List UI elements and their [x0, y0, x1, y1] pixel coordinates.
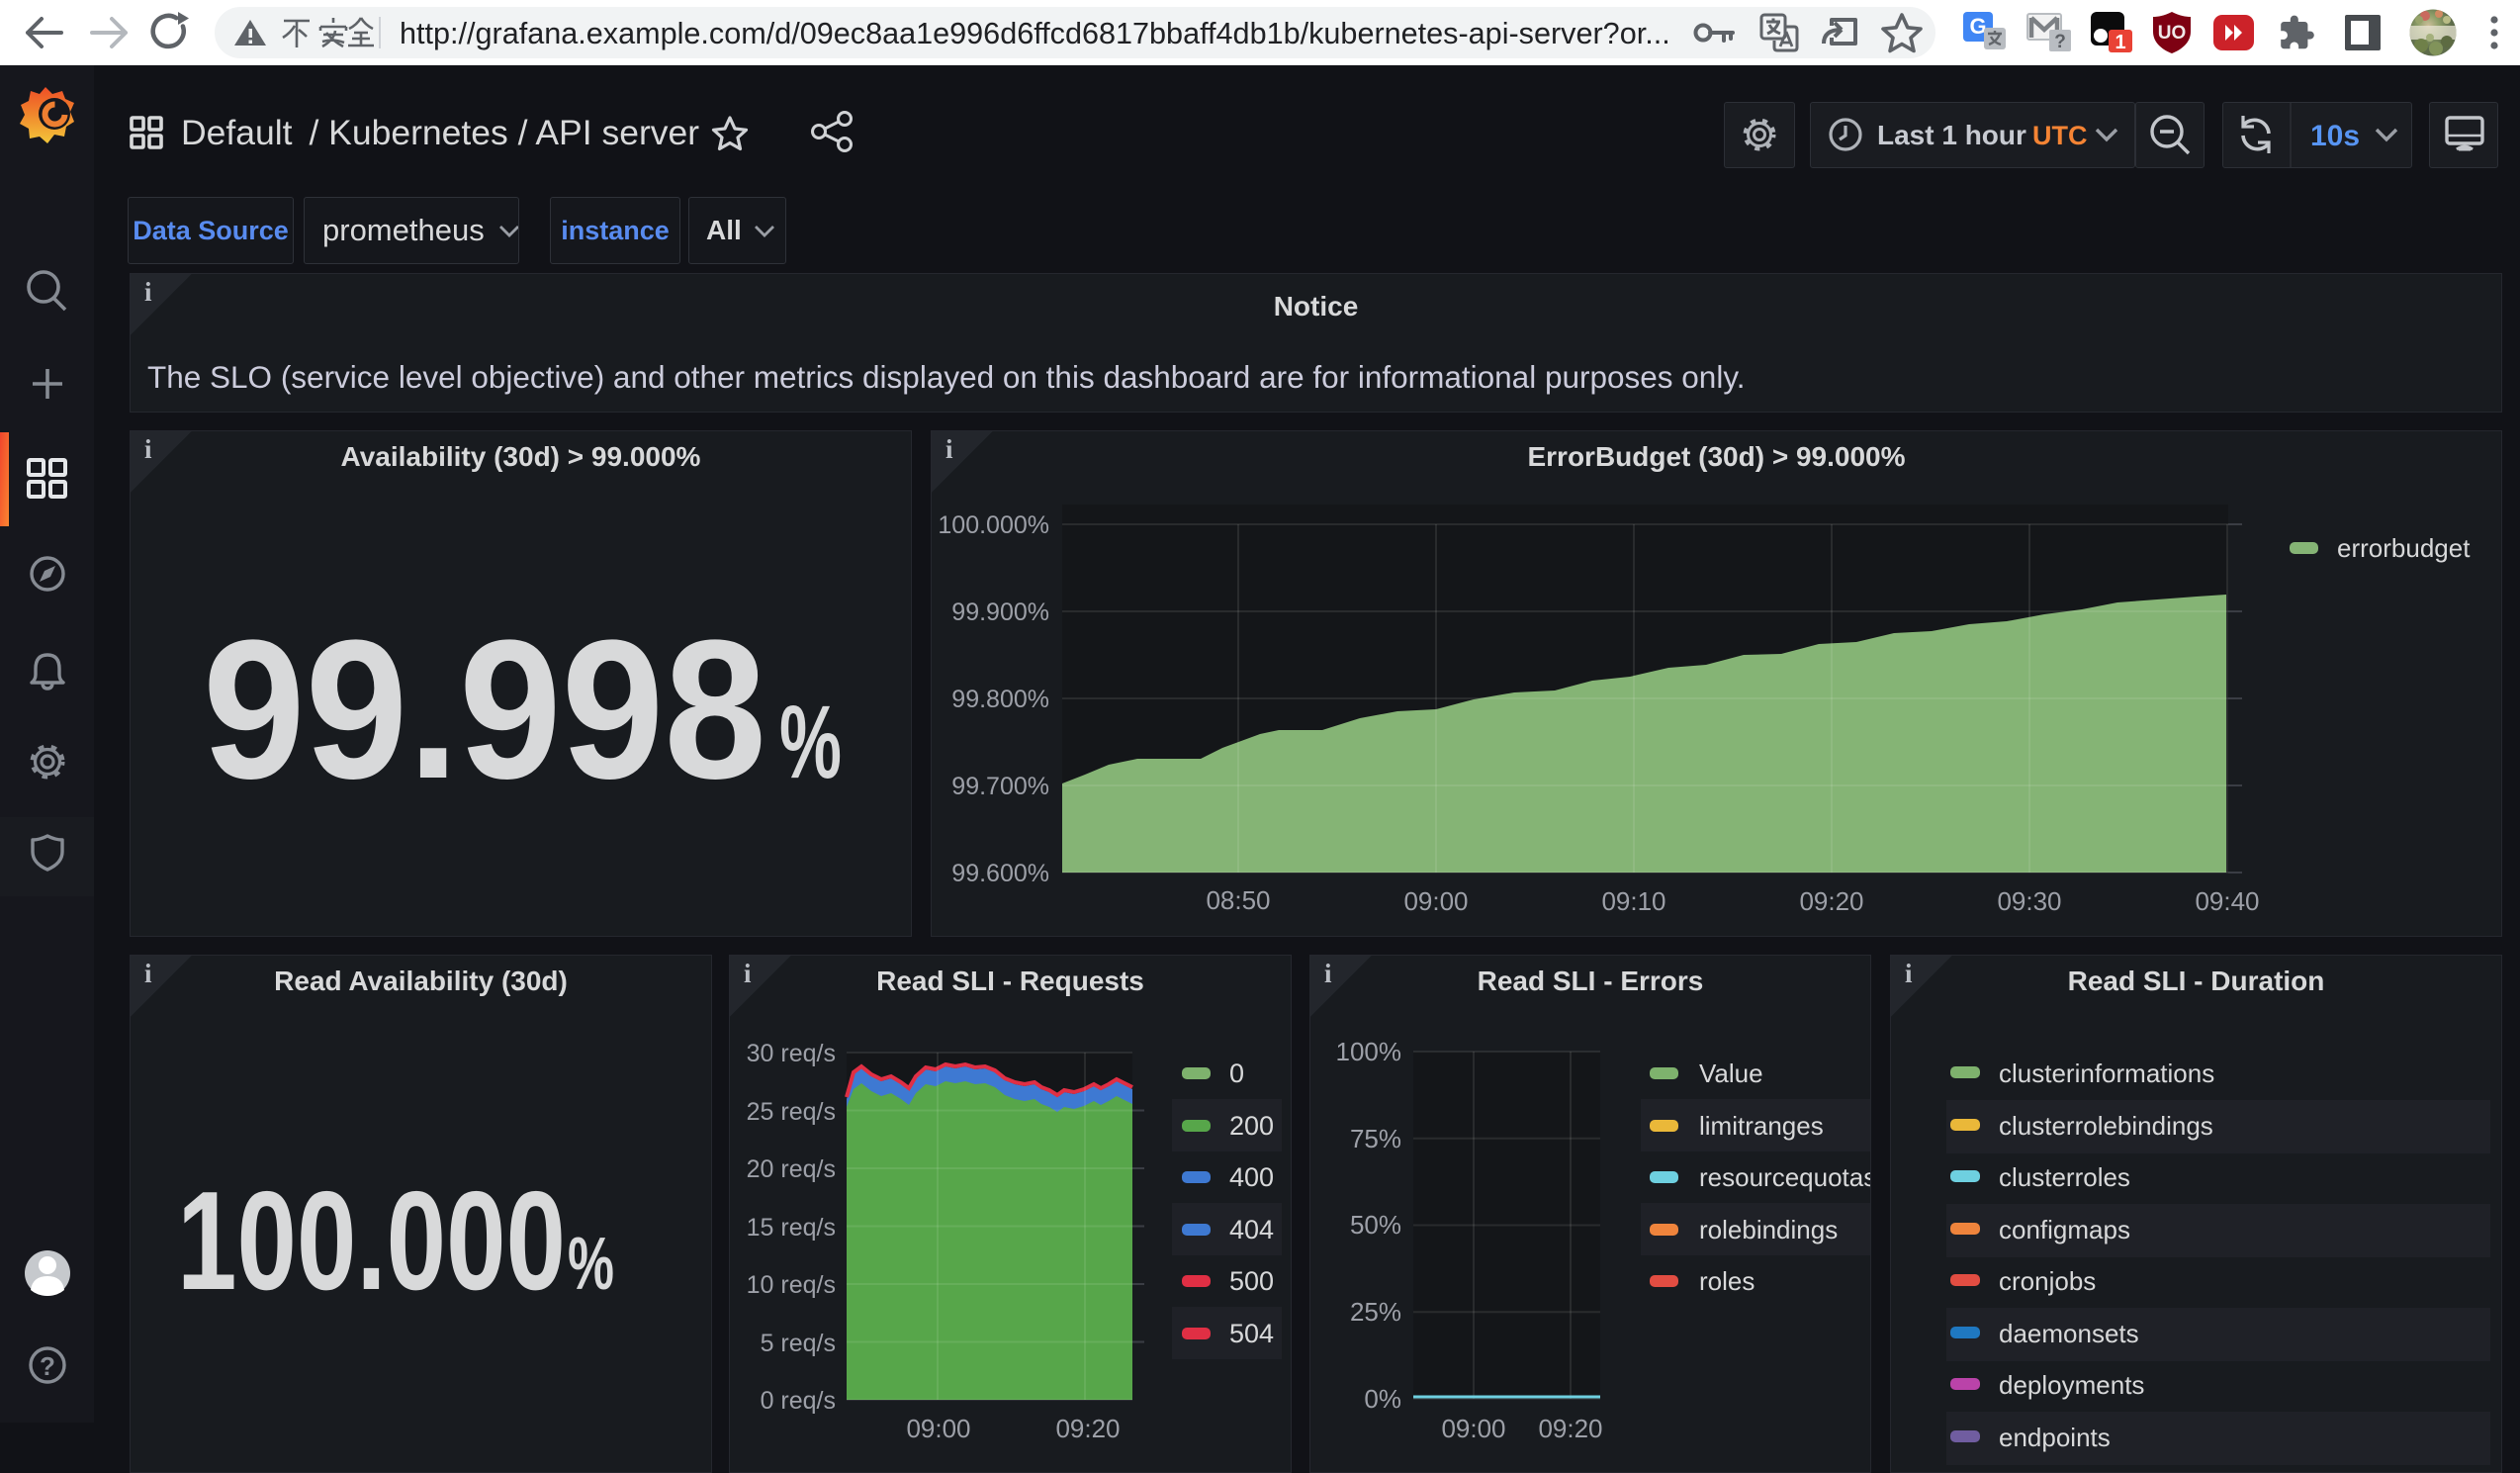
svg-text:09:20: 09:20: [1538, 1414, 1602, 1443]
svg-text:15 req/s: 15 req/s: [747, 1214, 836, 1242]
svg-text:100%: 100%: [1336, 1037, 1402, 1066]
svg-text:%: %: [779, 685, 842, 800]
svg-text:Value: Value: [1699, 1059, 1763, 1088]
svg-text:rolebindings: rolebindings: [1699, 1215, 1838, 1244]
svg-text:20 req/s: 20 req/s: [747, 1155, 836, 1183]
svg-text:1: 1: [2115, 32, 2125, 53]
svg-text:100.000: 100.000: [177, 1162, 566, 1320]
svg-text:08:50: 08:50: [1206, 885, 1270, 915]
svg-text:0%: 0%: [1364, 1384, 1401, 1414]
svg-text:09:20: 09:20: [1799, 886, 1863, 916]
svg-text:200: 200: [1229, 1111, 1274, 1141]
svg-text:30 req/s: 30 req/s: [747, 1040, 836, 1067]
svg-text:09:30: 09:30: [1997, 886, 2061, 916]
svg-text:10 req/s: 10 req/s: [747, 1271, 836, 1299]
svg-text:configmaps: configmaps: [1999, 1215, 2130, 1244]
svg-text:09:40: 09:40: [2195, 886, 2259, 916]
svg-text:clusterinformations: clusterinformations: [1999, 1059, 2214, 1088]
svg-text:clusterroles: clusterroles: [1999, 1162, 2130, 1192]
svg-text:5 req/s: 5 req/s: [761, 1330, 836, 1357]
svg-text:09:20: 09:20: [1055, 1414, 1120, 1443]
svg-text:G: G: [1969, 14, 1986, 39]
svg-text:25%: 25%: [1350, 1297, 1401, 1327]
svg-text:25 req/s: 25 req/s: [747, 1098, 836, 1126]
svg-text:UO: UO: [2158, 23, 2187, 44]
svg-text:?: ?: [2054, 32, 2066, 52]
svg-text:75%: 75%: [1350, 1124, 1401, 1153]
svg-text:errorbudget: errorbudget: [2337, 533, 2471, 563]
svg-text:clusterrolebindings: clusterrolebindings: [1999, 1111, 2213, 1141]
svg-text:cronjobs: cronjobs: [1999, 1266, 2096, 1296]
svg-text:deployments: deployments: [1999, 1370, 2144, 1400]
svg-text:99.900%: 99.900%: [951, 598, 1049, 626]
svg-text:resourcequotas: resourcequotas: [1699, 1162, 1870, 1192]
svg-text:99.998: 99.998: [203, 599, 766, 820]
svg-text:endpoints: endpoints: [1999, 1423, 2111, 1452]
svg-text:daemonsets: daemonsets: [1999, 1319, 2139, 1348]
svg-text:0: 0: [1229, 1059, 1244, 1088]
svg-text:%: %: [568, 1222, 614, 1305]
svg-text:50%: 50%: [1350, 1210, 1401, 1240]
svg-text:09:00: 09:00: [1441, 1414, 1505, 1443]
svg-text:99.800%: 99.800%: [951, 686, 1049, 713]
svg-text:99.600%: 99.600%: [951, 860, 1049, 887]
svg-text:09:10: 09:10: [1601, 886, 1665, 916]
svg-text:400: 400: [1229, 1162, 1274, 1192]
svg-text:100.000%: 100.000%: [938, 511, 1049, 539]
svg-text:404: 404: [1229, 1215, 1274, 1244]
svg-text:500: 500: [1229, 1266, 1274, 1296]
svg-text:504: 504: [1229, 1319, 1274, 1348]
svg-text:99.700%: 99.700%: [951, 773, 1049, 800]
svg-text:09:00: 09:00: [906, 1414, 970, 1443]
svg-text:roles: roles: [1699, 1266, 1755, 1296]
svg-text:limitranges: limitranges: [1699, 1111, 1824, 1141]
svg-text:09:00: 09:00: [1403, 886, 1468, 916]
svg-text:0 req/s: 0 req/s: [761, 1387, 836, 1415]
svg-text:?: ?: [40, 1351, 55, 1381]
